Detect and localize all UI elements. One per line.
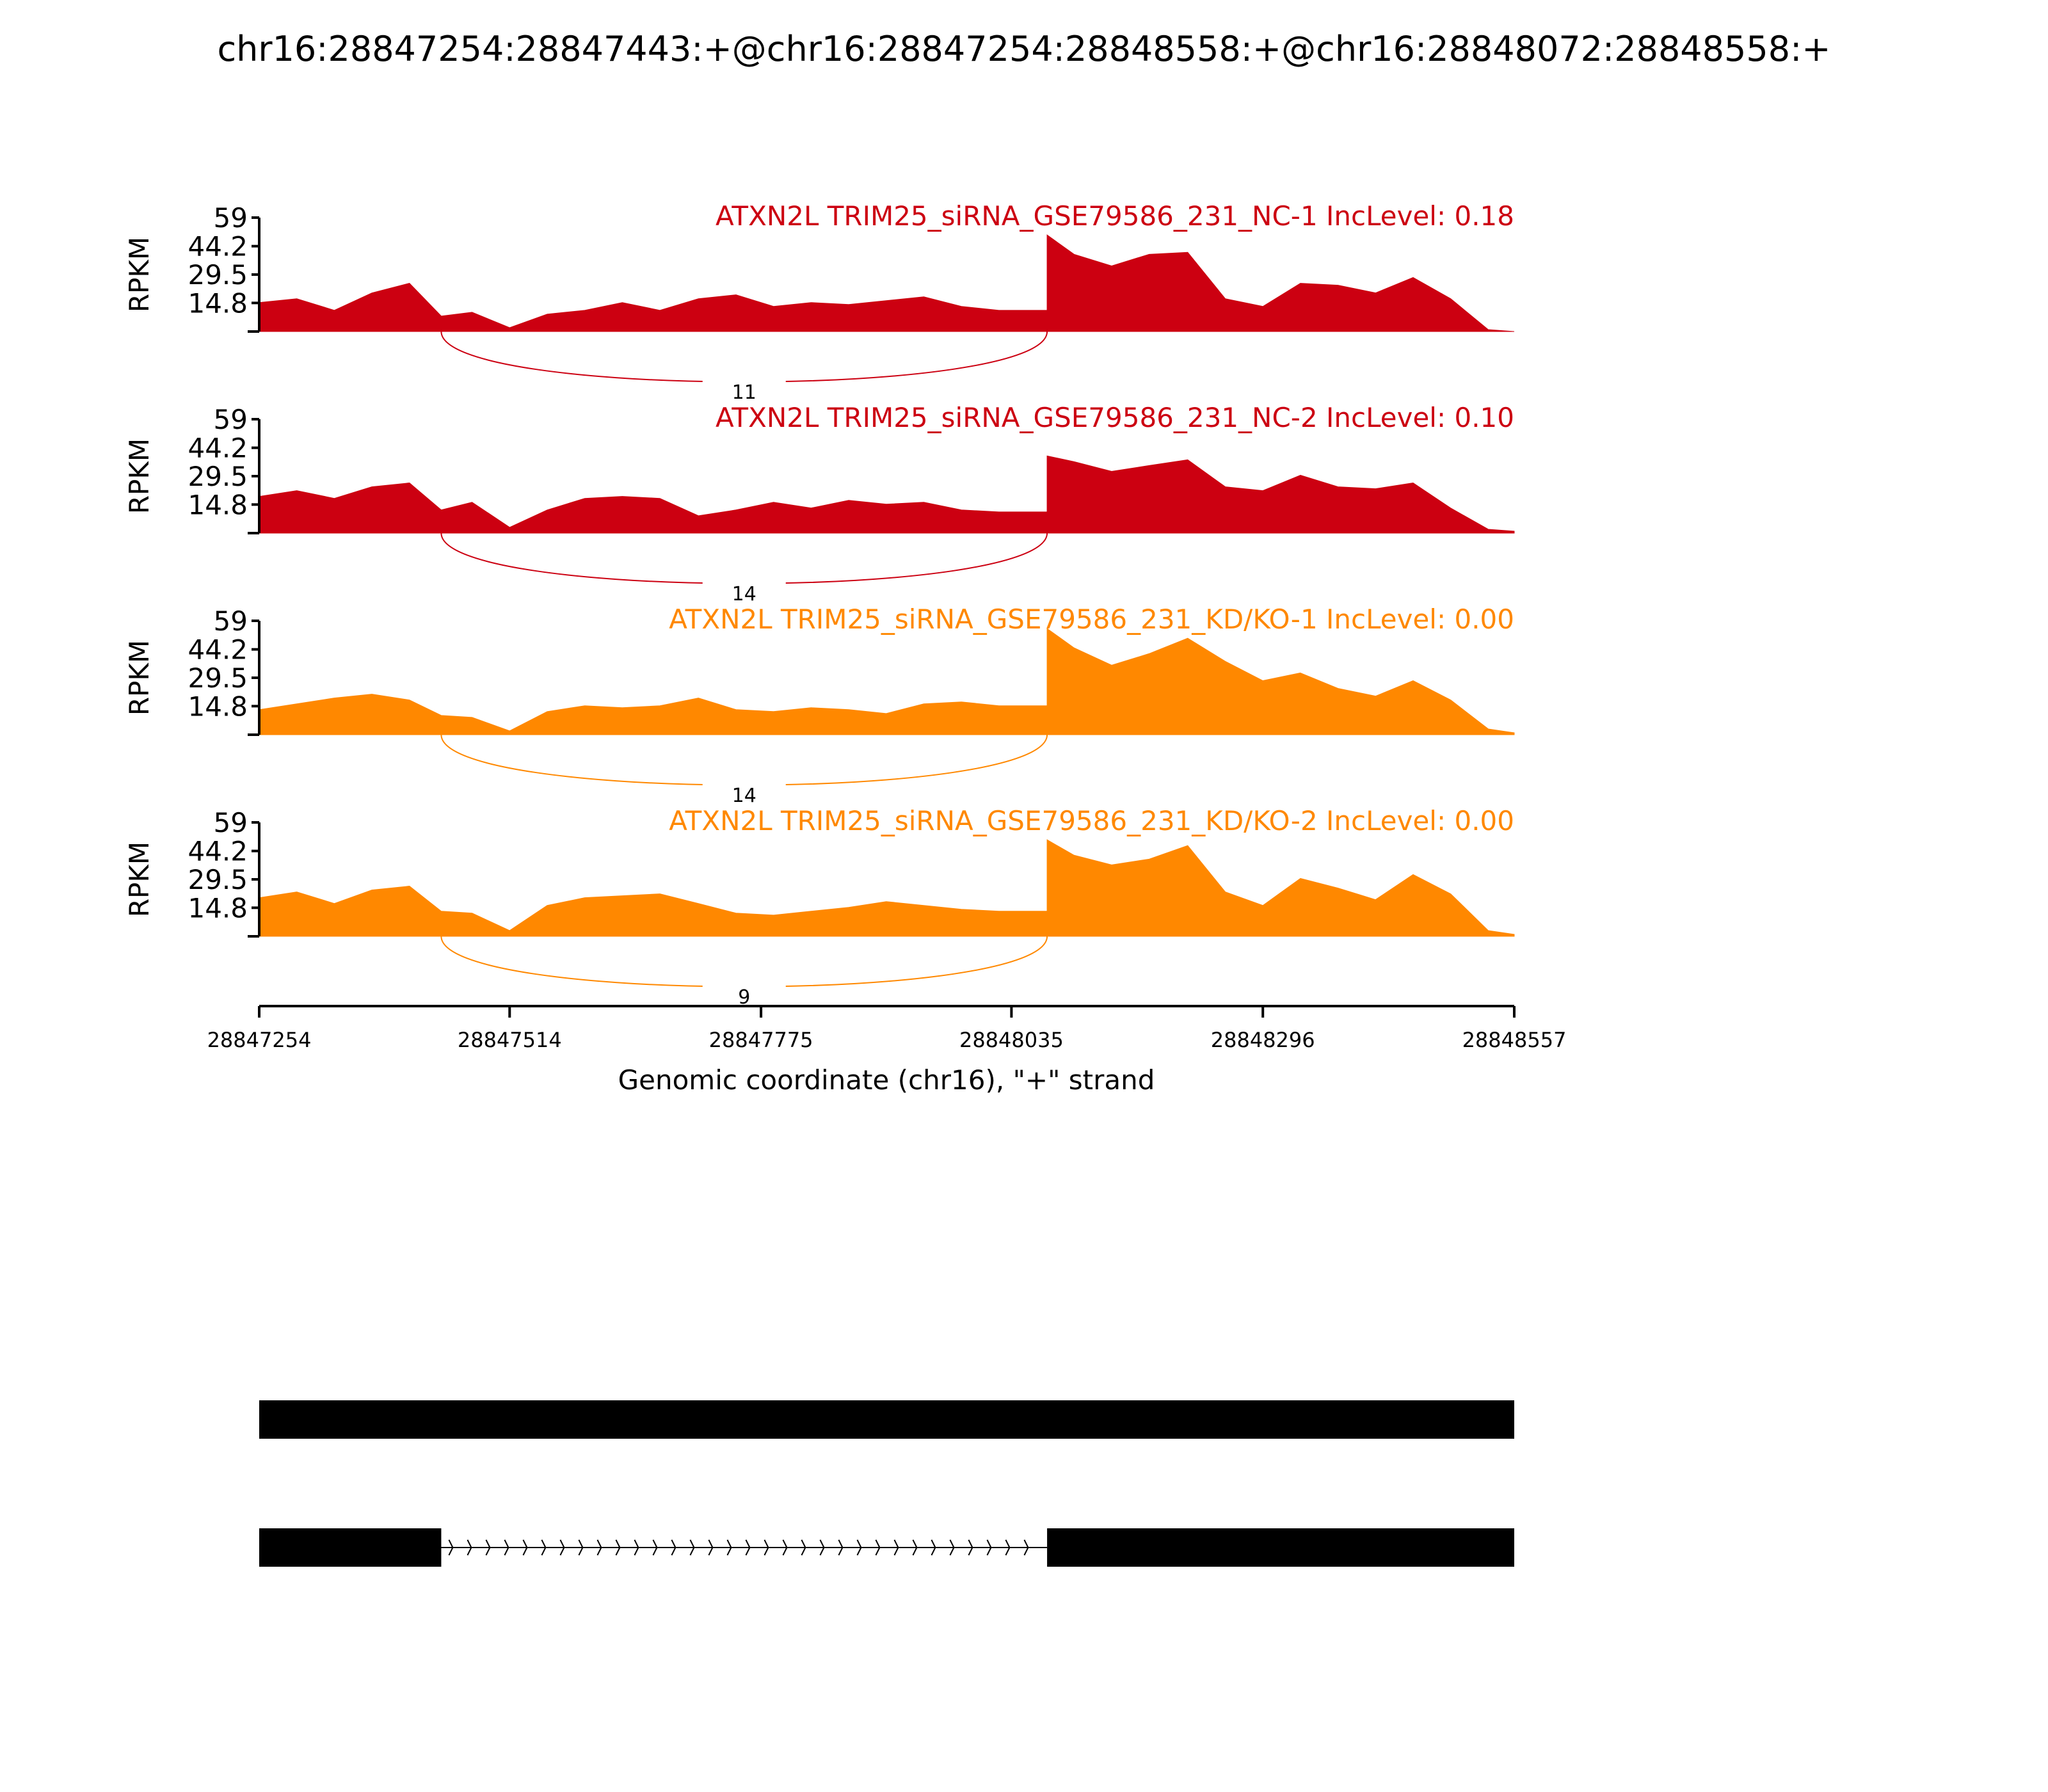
- strand-arrow: [652, 1539, 658, 1556]
- junction-label-bg: [702, 781, 786, 806]
- exon-block: [1047, 1528, 1514, 1567]
- strand-arrow: [448, 1539, 454, 1556]
- y-tick-label: 59: [214, 202, 248, 234]
- series-label: ATXN2L TRIM25_siRNA_GSE79586_231_NC-2 In…: [716, 402, 1514, 433]
- strand-arrow: [689, 1539, 695, 1556]
- junction-count: 14: [732, 785, 756, 807]
- x-axis-label: Genomic coordinate (chr16), "+" strand: [618, 1064, 1155, 1096]
- x-tick-label: 28848296: [1211, 1028, 1315, 1052]
- coverage-area: [259, 455, 1515, 534]
- x-tick-label: 28848035: [959, 1028, 1064, 1052]
- strand-arrow: [522, 1539, 528, 1556]
- series-label: ATXN2L TRIM25_siRNA_GSE79586_231_NC-1 In…: [716, 200, 1514, 232]
- y-axis-label: RPKM: [124, 237, 155, 312]
- y-tick-label: 14.8: [188, 892, 248, 924]
- coverage-area: [259, 234, 1515, 332]
- y-tick-label: 14.8: [188, 287, 248, 319]
- strand-arrow: [485, 1539, 491, 1556]
- strand-arrow: [559, 1539, 565, 1556]
- coverage-area: [259, 839, 1515, 937]
- x-tick-label: 28847254: [207, 1028, 312, 1052]
- strand-arrow: [615, 1539, 621, 1556]
- y-axis-label: RPKM: [124, 842, 155, 917]
- junction-count: 14: [732, 583, 756, 605]
- strand-arrow: [467, 1539, 472, 1556]
- strand-arrow: [671, 1539, 676, 1556]
- y-axis-label: RPKM: [124, 640, 155, 716]
- strand-arrow: [504, 1539, 509, 1556]
- isoform: [259, 1400, 1514, 1439]
- strand-arrow: [541, 1539, 547, 1556]
- strand-arrow: [764, 1539, 769, 1556]
- x-tick-label: 28848557: [1462, 1028, 1567, 1052]
- y-axis-label: RPKM: [124, 438, 155, 514]
- strand-arrow: [782, 1539, 788, 1556]
- y-tick-label: 59: [214, 605, 248, 637]
- strand-arrow: [634, 1539, 639, 1556]
- junction-arc: [440, 734, 1048, 786]
- strand-arrow: [931, 1539, 936, 1556]
- strand-arrow: [745, 1539, 751, 1556]
- junction-arc: [440, 936, 1048, 988]
- strand-arrow: [968, 1539, 973, 1556]
- junction-label-bg: [702, 579, 786, 605]
- isoform: [259, 1528, 1514, 1567]
- series-label: ATXN2L TRIM25_siRNA_GSE79586_231_KD/KO-2…: [669, 805, 1514, 836]
- y-tick-label: 29.5: [188, 259, 248, 291]
- strand-arrow: [578, 1539, 584, 1556]
- y-tick-label: 44.2: [188, 433, 248, 464]
- strand-arrow: [838, 1539, 844, 1556]
- coverage-panel: 14.829.544.259 RPKM ATXN2L TRIM25_siRNA_GS…: [124, 200, 1515, 404]
- coverage-panel: 14.829.544.259 RPKM ATXN2L TRIM25_siRNA_GS…: [124, 805, 1515, 1009]
- strand-arrow: [1023, 1539, 1029, 1556]
- strand-arrow: [912, 1539, 918, 1556]
- junction-label-bg: [702, 982, 786, 1008]
- junction-arc: [440, 532, 1048, 584]
- strand-arrow: [949, 1539, 955, 1556]
- series-label: ATXN2L TRIM25_siRNA_GSE79586_231_KD/KO-1…: [669, 604, 1514, 635]
- y-tick-label: 29.5: [188, 662, 248, 694]
- exon-block: [259, 1400, 1514, 1439]
- junction-label-bg: [702, 378, 786, 403]
- junction-arc: [440, 331, 1048, 383]
- y-tick-label: 14.8: [188, 691, 248, 722]
- exon-block: [259, 1528, 442, 1567]
- strand-arrow: [1005, 1539, 1011, 1556]
- y-tick-label: 59: [214, 404, 248, 435]
- strand-arrow: [726, 1539, 732, 1556]
- coverage-area: [259, 628, 1515, 735]
- x-tick-label: 28847775: [709, 1028, 813, 1052]
- strand-arrow: [856, 1539, 862, 1556]
- y-tick-label: 29.5: [188, 864, 248, 895]
- y-tick-label: 44.2: [188, 634, 248, 666]
- genomic-x-axis: Genomic coordinate (chr16), "+" strand 2…: [207, 1005, 1567, 1096]
- y-tick-label: 14.8: [188, 489, 248, 520]
- y-tick-label: 29.5: [188, 461, 248, 492]
- strand-arrow: [875, 1539, 881, 1556]
- y-tick-label: 44.2: [188, 836, 248, 867]
- strand-arrow: [893, 1539, 899, 1556]
- strand-arrow: [596, 1539, 602, 1556]
- figure-title: chr16:28847254:28847443:+@chr16:28847254…: [217, 29, 1830, 69]
- coverage-panel: 14.829.544.259 RPKM ATXN2L TRIM25_siRNA_GS…: [124, 402, 1515, 605]
- strand-arrow: [986, 1539, 992, 1556]
- junction-count: 9: [738, 986, 750, 1009]
- y-tick-label: 44.2: [188, 231, 248, 262]
- junction-count: 11: [732, 381, 756, 404]
- strand-arrow: [801, 1539, 806, 1556]
- coverage-panel: 14.829.544.259 RPKM ATXN2L TRIM25_siRNA_GS…: [124, 604, 1515, 807]
- y-tick-label: 59: [214, 807, 248, 838]
- isoform-structures: [259, 1400, 1514, 1567]
- strand-arrow: [708, 1539, 714, 1556]
- strand-arrow: [819, 1539, 825, 1556]
- x-tick-label: 28847514: [458, 1028, 562, 1052]
